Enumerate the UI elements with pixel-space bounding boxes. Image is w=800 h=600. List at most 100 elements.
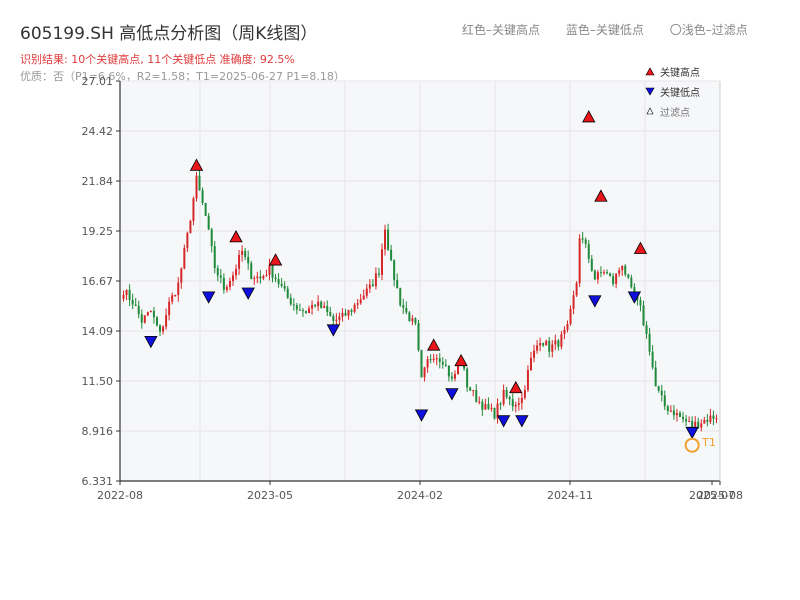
candle-body	[216, 268, 219, 276]
candle-body	[539, 342, 542, 346]
candle-body	[289, 297, 292, 305]
candle-body	[384, 229, 387, 250]
candle-body	[523, 389, 526, 398]
key-low-marker	[144, 335, 158, 349]
candle-body	[499, 403, 502, 405]
candle-body	[368, 284, 371, 289]
candle-body	[694, 421, 697, 427]
candle-body	[423, 367, 426, 378]
candle-body	[481, 401, 484, 410]
key-high-marker	[454, 353, 468, 367]
key-high-marker	[229, 230, 243, 243]
candle-body	[323, 305, 326, 308]
candle-body	[490, 407, 493, 409]
candle-body	[529, 357, 532, 371]
candle-body	[533, 350, 536, 358]
key-high-marker	[633, 241, 648, 254]
candle-body	[557, 340, 560, 347]
key-low-marker	[515, 415, 529, 428]
candle-body	[350, 310, 353, 312]
candle-body	[554, 340, 557, 345]
candle-body	[192, 198, 195, 221]
candle-body	[295, 305, 298, 310]
candle-body	[362, 295, 365, 300]
key-high-marker	[427, 338, 441, 351]
candle-body	[365, 288, 368, 296]
candle-body	[162, 326, 165, 332]
candle-body	[168, 301, 171, 316]
candle-body	[514, 404, 517, 407]
candle-body	[493, 407, 496, 419]
key-low-marker	[414, 409, 429, 422]
candle-body	[411, 318, 414, 322]
candle-body	[210, 229, 213, 247]
candle-body	[621, 265, 624, 271]
candle-body	[286, 288, 289, 298]
candle-body	[131, 299, 134, 305]
candle-body	[581, 238, 584, 240]
candle-body	[280, 283, 283, 286]
candle-body	[417, 323, 420, 351]
candle-body	[122, 294, 125, 299]
candle-body	[593, 270, 596, 280]
y-tick-label: 16.67	[82, 275, 114, 288]
candle-body	[259, 276, 262, 279]
legend-filtered-label: 过滤点	[660, 106, 690, 119]
legend-filtered-icon	[646, 107, 654, 115]
candle-body	[536, 345, 539, 351]
candle-body	[657, 386, 660, 391]
candle-body	[171, 295, 174, 302]
candle-body	[636, 296, 639, 301]
key-low-marker	[588, 295, 602, 308]
candle-body	[435, 358, 438, 360]
legend-low-icon	[645, 87, 655, 96]
key-low-marker	[445, 388, 459, 401]
candle-body	[399, 288, 402, 306]
candle-body	[447, 365, 450, 377]
candle-body	[420, 350, 423, 378]
candle-body	[475, 390, 478, 403]
candle-body	[517, 403, 520, 405]
candle-body	[441, 361, 444, 365]
candle-body	[639, 300, 642, 306]
candle-body	[225, 287, 228, 290]
candle-body	[146, 312, 149, 316]
candle-body	[344, 312, 347, 316]
candle-body	[453, 374, 456, 379]
candle-body	[408, 312, 411, 322]
top-legend-red: 红色–关键高点	[462, 23, 541, 37]
y-tick-label: 19.25	[82, 225, 114, 238]
candle-body	[575, 283, 578, 296]
candle-body	[152, 310, 155, 318]
candle-body	[317, 301, 320, 307]
candle-body	[545, 340, 548, 346]
candle-body	[685, 419, 688, 422]
y-tick-label: 21.84	[82, 175, 114, 188]
candle-body	[329, 312, 332, 316]
candle-body	[393, 260, 396, 280]
candle-body	[457, 365, 460, 375]
candle-body	[551, 344, 554, 352]
candle-body	[186, 232, 189, 248]
candle-body	[682, 416, 685, 420]
candle-body	[709, 415, 712, 422]
candle-body	[469, 387, 472, 391]
candle-body	[274, 277, 277, 280]
candle-body	[450, 376, 453, 379]
candle-body	[143, 315, 146, 323]
candle-body	[262, 276, 265, 279]
candle-body	[219, 275, 222, 278]
candle-body	[256, 276, 259, 279]
candle-body	[189, 220, 192, 233]
candle-body	[602, 272, 605, 274]
candle-body	[572, 295, 575, 309]
candle-body	[444, 364, 447, 366]
candle-body	[596, 272, 599, 280]
candle-body	[715, 418, 718, 420]
candle-body	[438, 358, 441, 362]
candle-body	[320, 301, 323, 308]
quality-note: 优质：否（P1=6.6%，R2=1.58；T1=2025-06-27 P1=8.…	[20, 70, 345, 83]
key-low-marker	[201, 291, 216, 304]
key-high-marker	[189, 158, 204, 171]
